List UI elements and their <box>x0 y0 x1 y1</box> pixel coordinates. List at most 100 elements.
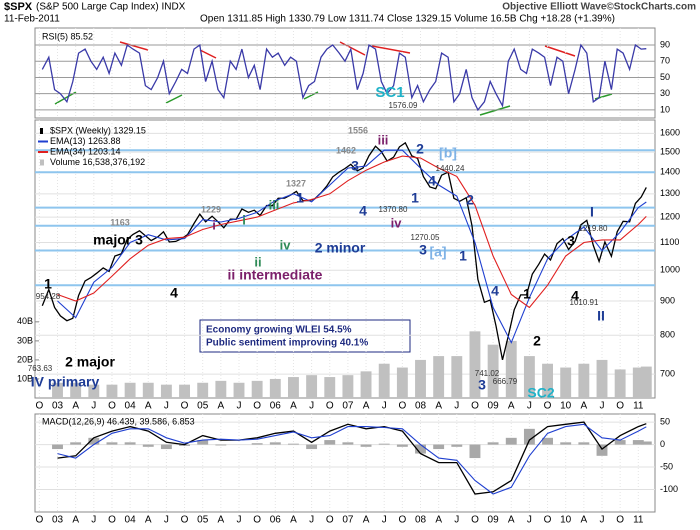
x-tick-label: J <box>309 401 314 412</box>
annotation: 1 <box>411 190 419 206</box>
annotation: 954.28 <box>36 292 61 301</box>
annotation: 4 <box>571 288 579 304</box>
annotation: [b] <box>439 145 457 161</box>
x-tick-label: A <box>435 401 442 412</box>
panel: 90 70 50 30 10 <box>35 28 670 118</box>
x-tick-label: 11 <box>633 515 644 526</box>
x-tick-label: A <box>290 515 297 526</box>
panel: O 03 A J O 04 A J O 05 A J O 06 A J O 07 A J O 08 A J O 09 A J O 10 A J… <box>35 414 678 526</box>
bar <box>269 442 281 445</box>
x-tick-label: O <box>253 515 261 526</box>
bar <box>451 356 463 398</box>
x-tick-label: O <box>544 515 552 526</box>
bar <box>342 375 354 398</box>
y-tick-label: 1600 <box>660 128 680 138</box>
trendline <box>339 41 366 56</box>
bar <box>487 442 499 445</box>
y-tick-label: 800 <box>660 330 675 340</box>
x-tick-label: 11 <box>633 401 644 412</box>
bar <box>324 377 336 398</box>
annotation: SC2 <box>527 385 554 401</box>
trendline <box>371 45 411 54</box>
series-line <box>41 43 647 112</box>
bar <box>106 384 118 398</box>
y2-tick-label: 20B <box>17 354 33 364</box>
x-tick-label: A <box>218 401 225 412</box>
trendline <box>165 94 183 104</box>
bar <box>306 375 318 398</box>
annotation: iii <box>269 197 280 212</box>
x-tick-label: O <box>181 515 189 526</box>
note: Public sentiment improving 40.1% <box>206 338 368 349</box>
bar <box>342 442 354 445</box>
y-tick-label: 1400 <box>660 167 680 177</box>
x-tick-label: O <box>326 515 334 526</box>
bar <box>360 371 372 398</box>
bar <box>596 359 608 398</box>
note-box <box>199 319 411 353</box>
y-tick-label: 1500 <box>660 147 680 157</box>
x-tick-label: 10 <box>560 401 572 412</box>
annotation: 2 <box>466 192 474 208</box>
annotation: 2 <box>533 333 541 349</box>
x-tick-label: O <box>398 401 406 412</box>
annotation: 666.79 <box>493 377 518 386</box>
x-tick-label: A <box>435 515 442 526</box>
annotation: 1163 <box>110 217 130 227</box>
annotation: major 3 <box>93 232 143 248</box>
bar <box>433 356 445 398</box>
bar <box>251 443 263 445</box>
panel: O 03 A J O 04 A J O 05 A J O 06 A J O 07 A J O 08 A J O 09 A J O 10 A J… <box>17 120 680 412</box>
y-tick-label: 1000 <box>660 265 680 275</box>
x-tick-label: A <box>218 515 225 526</box>
rsi-trendlines <box>54 41 613 116</box>
x-tick-label: A <box>145 401 152 412</box>
annotation: I <box>590 204 594 220</box>
bar <box>560 367 572 398</box>
annotation: 3 <box>351 158 359 174</box>
annotation: 4 <box>428 173 436 189</box>
bar <box>88 437 100 445</box>
x-tick-label: A <box>72 515 79 526</box>
y2-tick-label: 10B <box>17 373 33 383</box>
x-tick-label: A <box>581 515 588 526</box>
bar <box>415 359 426 398</box>
annotation: 3 <box>419 242 427 258</box>
y-tick-label: 1100 <box>660 237 679 247</box>
bar <box>469 444 481 459</box>
x-tick-label: O <box>253 401 261 412</box>
x-tick-label: O <box>471 515 479 526</box>
trendline <box>199 49 217 59</box>
bar <box>251 380 263 398</box>
x-tick-label: O <box>326 401 334 412</box>
annotation: 4 <box>491 283 499 299</box>
annotation: 741.02 <box>475 369 500 378</box>
annotation: 1 <box>44 276 52 292</box>
x-tick-label: O <box>108 515 116 526</box>
x-tick-label: J <box>237 401 242 412</box>
rsi-panel <box>34 27 656 119</box>
legend-label: Volume 16,538,376,192 <box>50 157 145 167</box>
bar <box>640 441 652 445</box>
bar <box>640 366 652 398</box>
bar <box>378 443 390 445</box>
bar <box>88 384 100 398</box>
x-tick-label: O <box>35 515 43 526</box>
legend-label: RSI(5) 85.52 <box>42 31 93 41</box>
annotation: 1576.09 <box>389 101 418 110</box>
x-tick-label: J <box>91 515 96 526</box>
series-line <box>57 149 647 344</box>
bar <box>560 442 572 445</box>
x-tick-label: A <box>508 401 515 412</box>
bar <box>306 444 318 450</box>
bar <box>288 443 299 445</box>
annotation: 4 <box>170 285 178 301</box>
x-tick-label: 04 <box>125 401 137 412</box>
x-tick-label: J <box>309 515 314 526</box>
x-tick-label: 10 <box>560 515 572 526</box>
y-tick-label: 70 <box>660 56 670 66</box>
bar <box>396 367 408 398</box>
bar <box>487 344 499 398</box>
date: 11-Feb-2011 <box>4 14 60 25</box>
